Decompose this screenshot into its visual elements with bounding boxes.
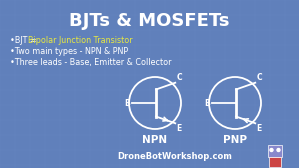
Bar [269,157,281,167]
Circle shape [270,149,273,152]
Text: •BJT =: •BJT = [10,36,39,45]
Text: C: C [256,73,262,82]
Text: B: B [124,98,129,108]
Circle shape [277,149,280,152]
Text: E: E [176,124,181,133]
Text: B: B [204,98,210,108]
Text: •Three leads - Base, Emitter & Collector: •Three leads - Base, Emitter & Collector [10,58,172,67]
Text: E: E [256,124,262,133]
Bar [268,145,282,157]
Text: NPN: NPN [142,135,167,145]
Text: PNP: PNP [223,135,247,145]
Text: BJTs & MOSFETs: BJTs & MOSFETs [69,12,230,30]
Text: Bipolar Junction Transistor: Bipolar Junction Transistor [28,36,133,45]
Text: C: C [176,73,182,82]
Text: •Two main types - NPN & PNP: •Two main types - NPN & PNP [10,47,128,56]
Text: DroneBotWorkshop.com: DroneBotWorkshop.com [118,152,232,161]
